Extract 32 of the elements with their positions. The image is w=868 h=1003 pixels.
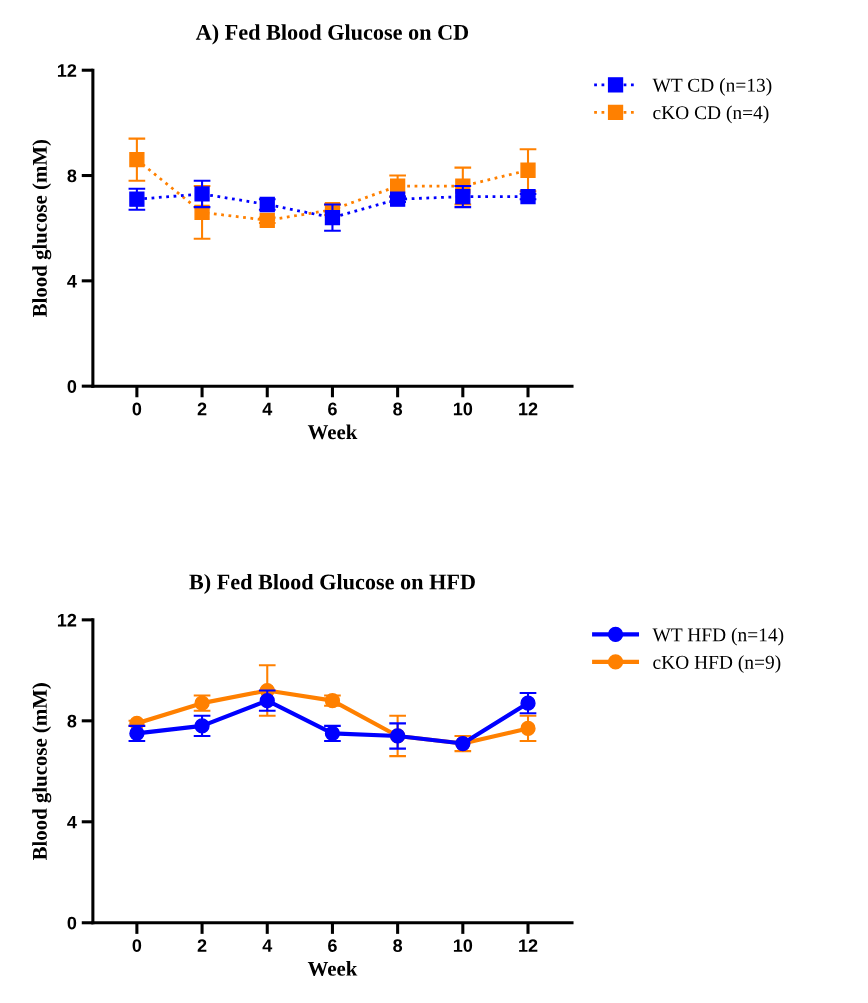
x-tick-label: 2 [197,939,207,952]
chart-title: B) Fed Blood Glucose on HFD [189,573,475,595]
x-tick-label: 8 [393,939,403,952]
x-tick-label: 6 [328,402,337,416]
y-tick-label: 4 [67,274,77,288]
y-tick-label: 0 [67,380,77,393]
legend-label: WT CD (n=13) [652,78,772,96]
legend-label: WT HFD (n=14) [652,627,784,646]
x-tick-label: 10 [453,402,473,416]
legend-label: cKO CD (n=4) [653,105,769,124]
x-tick-label: 0 [132,939,142,952]
x-tick-label: 12 [519,939,538,952]
y-axis-title: Blood glucose (mM) [32,683,52,861]
y-tick-label: 0 [67,916,77,930]
chart-title: A) Fed Blood Glucose on CD [195,24,469,45]
x-axis-title: Week [307,424,358,440]
x-tick-label: 12 [519,402,538,416]
x-tick-label: 0 [132,402,142,416]
y-axis-title: Blood glucose (mM) [32,139,52,317]
x-tick-label: 6 [328,939,337,952]
x-tick-label: 8 [393,402,403,416]
x-tick-label: 4 [262,402,273,416]
legend-label: cKO HFD (n=9) [653,655,781,673]
x-tick-label: 2 [197,402,207,416]
y-tick-label: 12 [57,613,77,627]
x-tick-label: 4 [262,939,273,952]
x-axis-title: Week [307,961,358,976]
y-tick-label: 8 [67,714,77,728]
y-tick-label: 8 [67,169,77,183]
x-tick-label: 10 [453,939,473,952]
y-tick-label: 12 [57,64,77,77]
y-tick-label: 4 [67,815,77,829]
